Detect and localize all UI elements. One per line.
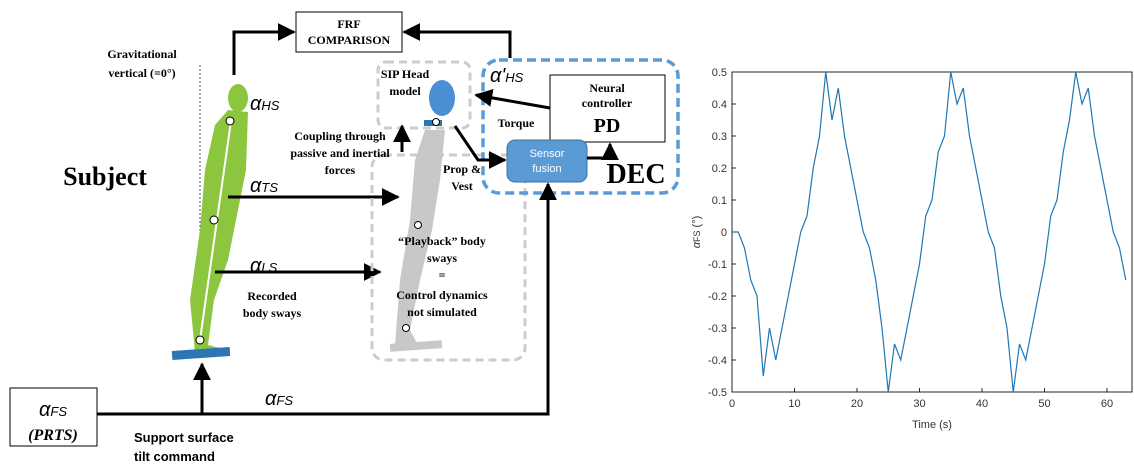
label: forces <box>325 163 356 177</box>
figure: FRF COMPARISON Gravitational vertical (=… <box>0 0 1134 466</box>
joint <box>210 216 218 224</box>
label: Neural <box>589 81 625 95</box>
x-tick-label: 60 <box>1101 398 1113 410</box>
label: “Playback” body <box>398 234 486 248</box>
frf-text: FRF <box>337 17 360 31</box>
y-tick-label: 0.1 <box>712 195 727 207</box>
label: PD <box>594 115 621 137</box>
label: fusion <box>532 163 561 175</box>
x-tick-label: 0 <box>729 398 735 410</box>
frf-text: COMPARISON <box>308 33 391 47</box>
label: Coupling through <box>294 129 386 143</box>
joint <box>433 119 440 126</box>
alpha: αFS <box>265 388 293 410</box>
arrow <box>404 32 510 58</box>
label: = <box>439 268 446 282</box>
chart: Time (s) αFS (°) -0.5 -0.4 -0.3 -0.2 -0.1 0 0.… <box>691 67 1132 431</box>
y-tick-label: -0.4 <box>708 355 727 367</box>
label: Sensor <box>530 148 565 160</box>
arrow <box>234 32 294 75</box>
label: not simulated <box>407 305 477 319</box>
label: tilt command <box>134 449 215 464</box>
label: SIP Head <box>381 67 430 81</box>
joint <box>196 336 204 344</box>
x-tick-label: 10 <box>788 398 800 410</box>
y-tick-label: 0.5 <box>712 67 727 79</box>
label: Recorded <box>247 289 297 303</box>
label: Gravitational <box>107 47 177 61</box>
y-axis-label: αFS (°) <box>691 216 703 249</box>
alpha: αTS <box>250 175 278 197</box>
x-tick-label: 40 <box>976 398 988 410</box>
alpha: αHS <box>250 93 280 115</box>
dec: DEC <box>606 159 665 190</box>
arrow <box>476 95 550 108</box>
head-model <box>429 80 455 116</box>
subject-figure <box>190 84 248 352</box>
alpha: α'HS <box>490 65 524 87</box>
label: model <box>389 84 421 98</box>
label: passive and inertial <box>290 146 390 160</box>
label: sways <box>427 251 457 265</box>
label: body sways <box>243 306 302 320</box>
label: Vest <box>451 179 473 193</box>
label: controller <box>582 96 633 110</box>
plot-area <box>732 72 1132 392</box>
y-tick-label: 0.4 <box>712 99 727 111</box>
y-tick-label: 0.3 <box>712 131 727 143</box>
label: Prop & <box>443 162 481 176</box>
sensor-box <box>507 140 587 182</box>
joint <box>415 222 422 229</box>
joint <box>226 117 234 125</box>
joint <box>403 325 410 332</box>
y-tick-label: 0 <box>721 227 727 239</box>
y-tick-label: -0.5 <box>708 387 727 399</box>
arrow <box>587 144 610 158</box>
x-tick-label: 30 <box>913 398 925 410</box>
x-axis-label: Time (s) <box>912 419 952 431</box>
y-tick-label: -0.2 <box>708 291 727 303</box>
y-tick-label: 0.2 <box>712 163 727 175</box>
x-tick-label: 20 <box>851 398 863 410</box>
label: vertical (=0°) <box>108 66 175 80</box>
alpha: αLS <box>250 255 278 277</box>
y-tick-label: -0.1 <box>708 259 727 271</box>
x-tick-label: 50 <box>1038 398 1050 410</box>
label: Control dynamics <box>396 288 488 302</box>
label: Torque <box>498 116 535 130</box>
y-tick-label: -0.3 <box>708 323 727 335</box>
label: Support surface <box>134 430 234 445</box>
label: (PRTS) <box>28 427 78 444</box>
subject: Subject <box>63 162 147 191</box>
diagram: FRF COMPARISON Gravitational vertical (=… <box>10 12 678 464</box>
